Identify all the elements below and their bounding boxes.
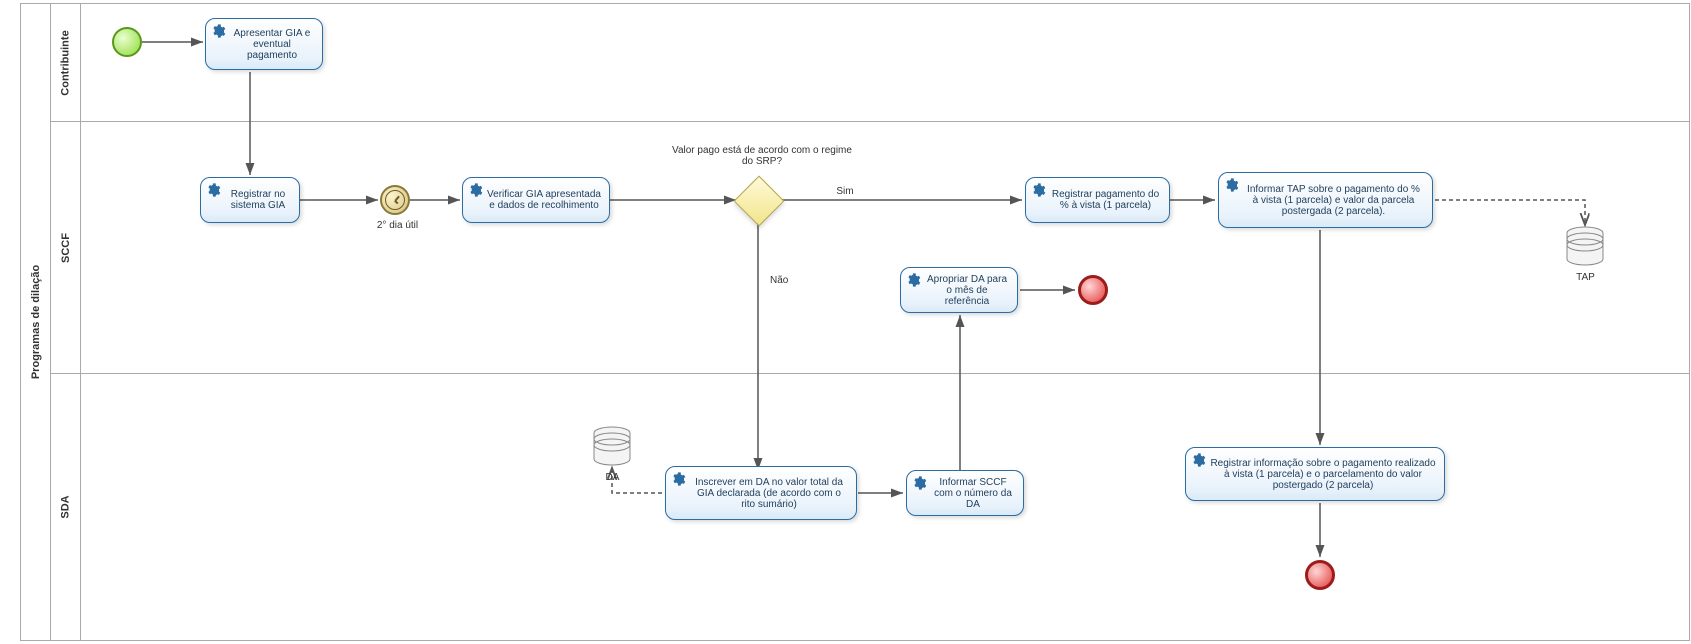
lane-body-sccf (80, 121, 1690, 375)
task-verificar-gia-text: Verificar GIA apresentada e dados de rec… (487, 189, 601, 211)
gateway-question-label: Valor pago está de acordo com o regime d… (672, 145, 852, 167)
timer-event (380, 185, 410, 215)
end-event-sda (1305, 560, 1335, 590)
datastore-tap (1563, 225, 1607, 269)
gear-icon (467, 182, 483, 198)
task-apresentar-gia-text: Apresentar GIA e eventual pagamento (230, 28, 314, 61)
gateway-nao-label: Não (770, 275, 800, 286)
lane-body-sda (80, 373, 1690, 641)
datastore-da (590, 425, 634, 469)
pool-title-text: Programas de dilação (30, 265, 42, 379)
gear-icon (911, 475, 927, 491)
start-event (112, 27, 142, 57)
task-informar-sccf-text: Informar SCCF com o número da DA (931, 477, 1015, 510)
end-event-sccf (1078, 275, 1108, 305)
task-informar-sccf: Informar SCCF com o número da DA (906, 470, 1024, 516)
gear-icon (205, 182, 221, 198)
lane-title-sda-text: SDA (60, 495, 72, 518)
task-apropriar-da: Apropriar DA para o mês de referência (900, 267, 1018, 313)
gear-icon (210, 23, 226, 39)
lane-title-sccf: SCCF (50, 121, 82, 375)
bpmn-canvas: Programas de dilação Contribuinte SCCF S… (0, 0, 1691, 644)
task-apresentar-gia: Apresentar GIA e eventual pagamento (205, 18, 323, 70)
task-registrar-pagamento-text: Registrar pagamento do % à vista (1 parc… (1050, 189, 1161, 211)
clock-icon (385, 190, 405, 210)
gear-icon (670, 471, 686, 487)
datastore-da-label: DA (600, 472, 625, 483)
task-inscrever-da-text: Inscrever em DA no valor total da GIA de… (690, 477, 848, 510)
task-verificar-gia: Verificar GIA apresentada e dados de rec… (462, 177, 610, 223)
gear-icon (1190, 452, 1206, 468)
timer-label: 2° dia útil (370, 220, 425, 231)
task-informar-tap: Informar TAP sobre o pagamento do % à vi… (1218, 172, 1433, 228)
datastore-tap-label: TAP (1573, 272, 1598, 283)
pool-title: Programas de dilação (20, 3, 52, 641)
gear-icon (1223, 177, 1239, 193)
task-registrar-gia: Registrar no sistema GIA (200, 177, 300, 223)
task-registrar-pagamento: Registrar pagamento do % à vista (1 parc… (1025, 177, 1170, 223)
lane-title-contribuinte: Contribuinte (50, 3, 82, 123)
gear-icon (905, 272, 921, 288)
task-registrar-informacao-text: Registrar informação sobre o pagamento r… (1210, 458, 1436, 491)
task-apropriar-da-text: Apropriar DA para o mês de referência (925, 274, 1009, 307)
task-inscrever-da: Inscrever em DA no valor total da GIA de… (665, 466, 857, 520)
task-informar-tap-text: Informar TAP sobre o pagamento do % à vi… (1243, 184, 1424, 217)
lane-title-contribuinte-text: Contribuinte (60, 30, 72, 95)
task-registrar-informacao: Registrar informação sobre o pagamento r… (1185, 447, 1445, 501)
lane-title-sccf-text: SCCF (60, 233, 72, 263)
lane-title-sda: SDA (50, 373, 82, 641)
task-registrar-gia-text: Registrar no sistema GIA (225, 189, 291, 211)
gateway-sim-label: Sim (830, 186, 860, 197)
gear-icon (1030, 182, 1046, 198)
